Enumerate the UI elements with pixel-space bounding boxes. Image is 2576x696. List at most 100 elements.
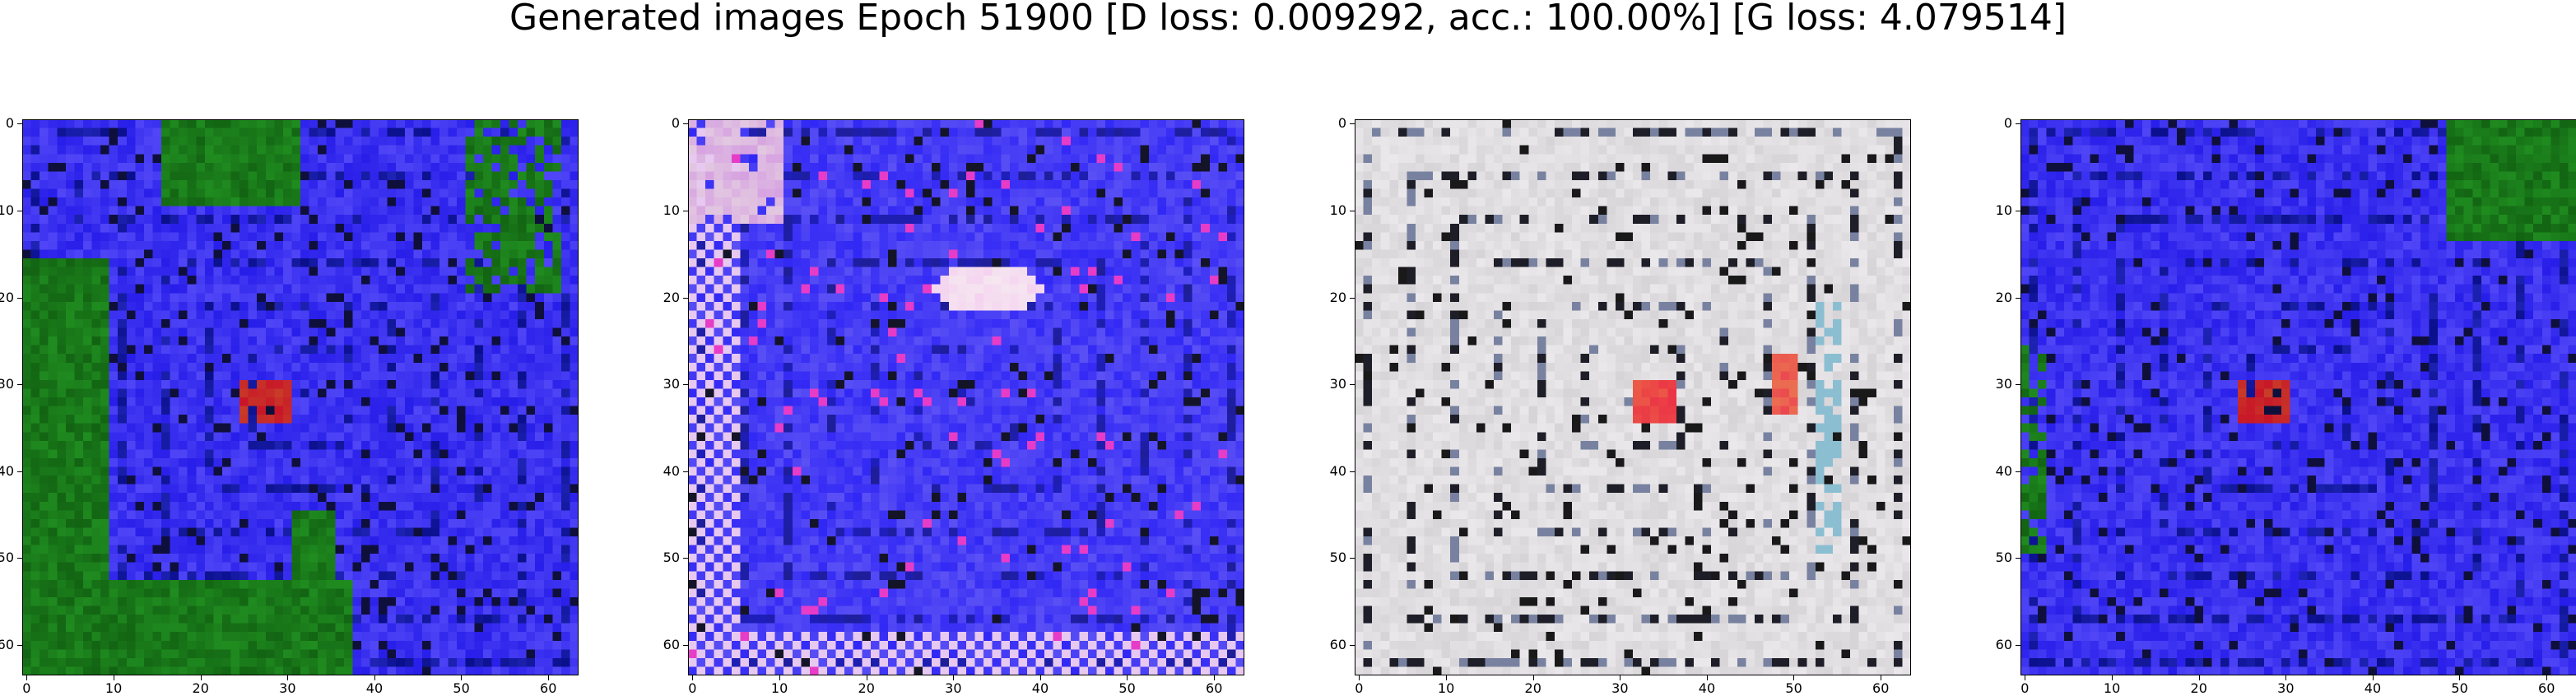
x-tick-mark — [2285, 675, 2287, 680]
x-tick-mark — [2198, 675, 2200, 680]
y-tick-mark — [17, 645, 22, 647]
y-tick-label: 40 — [663, 462, 680, 479]
y-tick-label: 50 — [0, 550, 14, 566]
x-tick-label: 60 — [540, 680, 557, 696]
y-tick-label: 40 — [1995, 462, 2012, 479]
y-tick-label: 40 — [0, 462, 14, 479]
x-tick-mark — [374, 675, 375, 680]
figure-title: Generated images Epoch 51900 [D loss: 0.… — [509, 0, 2067, 39]
x-tick-mark — [692, 675, 694, 680]
x-tick-mark — [1706, 675, 1708, 680]
generated-image-panel-2: 0 0 10 10 20 20 30 30 40 40 50 50 60 60 — [663, 117, 1244, 695]
y-tick-mark — [2016, 297, 2020, 299]
y-tick-mark — [1350, 384, 1355, 386]
y-tick-mark — [683, 471, 688, 472]
x-tick-mark — [1214, 675, 1216, 680]
y-tick-label: 50 — [1995, 550, 2012, 566]
generated-image-1 — [22, 119, 579, 675]
y-tick-mark — [17, 384, 22, 386]
x-tick-mark — [1445, 675, 1447, 680]
x-tick-label: 40 — [365, 680, 384, 696]
y-tick-mark — [683, 645, 688, 647]
y-tick-mark — [17, 471, 22, 472]
generated-image-4 — [2020, 119, 2576, 675]
x-tick-mark — [1359, 675, 1360, 680]
y-tick-label: 50 — [1329, 550, 1346, 566]
y-tick-mark — [1350, 558, 1355, 559]
x-tick-label: 10 — [770, 680, 788, 696]
generated-image-3 — [1355, 119, 1911, 675]
x-tick-label: 50 — [2451, 680, 2468, 696]
x-tick-label: 20 — [2190, 680, 2207, 696]
x-tick-mark — [548, 675, 550, 680]
y-tick-label: 50 — [663, 550, 680, 566]
y-tick-label: 60 — [1995, 637, 2012, 653]
x-tick-mark — [1039, 675, 1041, 680]
y-tick-label: 60 — [663, 637, 680, 653]
y-tick-mark — [2016, 558, 2020, 559]
generated-image-panel-4: 0 0 10 10 20 20 30 30 40 40 50 50 60 60 — [1996, 117, 2576, 695]
x-tick-label: 30 — [2277, 680, 2295, 696]
y-tick-label: 40 — [1329, 462, 1346, 479]
y-tick-mark — [17, 297, 22, 299]
x-tick-mark — [26, 675, 28, 680]
x-tick-mark — [779, 675, 780, 680]
y-tick-label: 10 — [0, 202, 14, 218]
y-tick-mark — [17, 558, 22, 559]
y-tick-label: 30 — [663, 376, 680, 392]
y-tick-mark — [17, 123, 22, 125]
x-tick-label: 40 — [2364, 680, 2382, 696]
x-tick-label: 30 — [945, 680, 962, 696]
x-tick-label: 0 — [688, 680, 697, 696]
y-tick-label: 20 — [663, 289, 680, 305]
x-tick-label: 20 — [192, 680, 209, 696]
x-tick-label: 20 — [1524, 680, 1541, 696]
y-tick-mark — [683, 558, 688, 559]
y-tick-label: 30 — [1329, 376, 1346, 392]
x-tick-label: 30 — [1611, 680, 1629, 696]
y-tick-label: 20 — [0, 289, 14, 305]
y-tick-mark — [683, 384, 688, 386]
x-tick-label: 0 — [2020, 680, 2030, 696]
x-tick-mark — [1127, 675, 1128, 680]
x-tick-mark — [2372, 675, 2374, 680]
generated-image-panel-3: 0 0 10 10 20 20 30 30 40 40 50 50 60 60 — [1330, 117, 1911, 695]
y-tick-label: 10 — [1329, 202, 1346, 218]
y-tick-mark — [683, 123, 688, 125]
y-tick-mark — [2016, 471, 2020, 472]
y-tick-label: 0 — [5, 115, 14, 132]
y-tick-mark — [1350, 297, 1355, 299]
x-tick-label: 50 — [1785, 680, 1802, 696]
x-tick-mark — [953, 675, 955, 680]
y-tick-label: 0 — [2003, 115, 2012, 132]
y-tick-label: 60 — [0, 637, 14, 653]
y-tick-label: 30 — [0, 376, 14, 392]
x-tick-label: 40 — [1031, 680, 1049, 696]
x-tick-mark — [287, 675, 289, 680]
y-tick-mark — [1350, 645, 1355, 647]
y-tick-label: 20 — [1995, 289, 2012, 305]
generated-image-panel-1: 0 0 10 10 20 20 30 30 40 40 50 50 60 60 — [0, 117, 579, 695]
x-tick-label: 10 — [2103, 680, 2121, 696]
x-tick-label: 60 — [1872, 680, 1890, 696]
y-tick-label: 60 — [1329, 637, 1346, 653]
y-tick-label: 30 — [1995, 376, 2012, 392]
x-tick-label: 0 — [22, 680, 31, 696]
x-tick-label: 40 — [1698, 680, 1716, 696]
y-tick-label: 10 — [1995, 202, 2012, 218]
generated-image-2 — [688, 119, 1244, 675]
y-tick-label: 10 — [663, 202, 680, 218]
x-tick-mark — [200, 675, 202, 680]
x-tick-label: 10 — [105, 680, 123, 696]
y-tick-label: 0 — [1337, 115, 1346, 132]
x-tick-label: 50 — [453, 680, 470, 696]
y-tick-mark — [1350, 123, 1355, 125]
y-tick-mark — [2016, 645, 2020, 647]
x-tick-mark — [2111, 675, 2113, 680]
y-tick-label: 0 — [671, 115, 680, 132]
x-tick-label: 30 — [279, 680, 296, 696]
x-tick-mark — [2459, 675, 2461, 680]
y-tick-mark — [2016, 384, 2020, 386]
x-tick-label: 0 — [1355, 680, 1364, 696]
y-tick-label: 20 — [1329, 289, 1346, 305]
